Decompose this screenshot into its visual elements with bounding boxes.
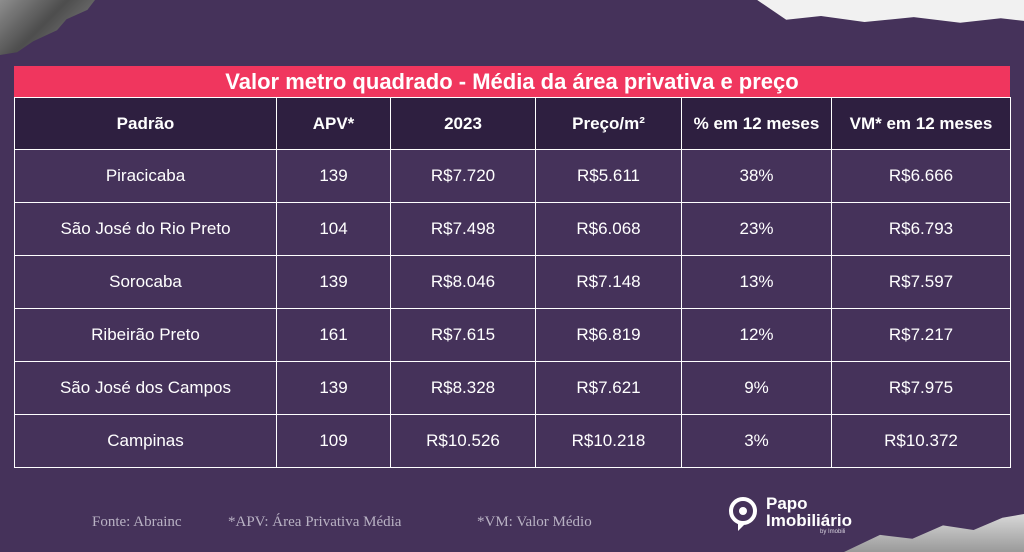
cell-apv: 104 (276, 202, 391, 256)
table-row: Ribeirão Preto 161 R$7.615 R$6.819 12% R… (14, 308, 1011, 362)
cell-2023: R$7.498 (390, 202, 536, 256)
cell-vm-12-meses: R$6.666 (831, 149, 1011, 203)
cell-vm-12-meses: R$6.793 (831, 202, 1011, 256)
torn-paper-decoration-top-left (0, 0, 95, 55)
header-padrao: Padrão (14, 97, 277, 150)
table-row: São José do Rio Preto 104 R$7.498 R$6.06… (14, 202, 1011, 256)
cell-pct-12-meses: 9% (681, 361, 832, 415)
cell-preco-m2: R$6.068 (535, 202, 682, 256)
cell-preco-m2: R$7.621 (535, 361, 682, 415)
table-row: São José dos Campos 139 R$8.328 R$7.621 … (14, 361, 1011, 415)
cell-city: Ribeirão Preto (14, 308, 277, 362)
cell-city: Piracicaba (14, 149, 277, 203)
cell-2023: R$8.046 (390, 255, 536, 309)
cell-pct-12-meses: 12% (681, 308, 832, 362)
header-pct-12-meses: % em 12 meses (681, 97, 832, 150)
cell-apv: 139 (276, 149, 391, 203)
papo-imobiliario-logo: Papo Imobiliário by Imobili (728, 493, 868, 537)
cell-preco-m2: R$6.819 (535, 308, 682, 362)
cell-vm-12-meses: R$7.975 (831, 361, 1011, 415)
cell-preco-m2: R$5.611 (535, 149, 682, 203)
table-header-row: Padrão APV* 2023 Preço/m² % em 12 meses … (14, 97, 1011, 150)
table-row: Campinas 109 R$10.526 R$10.218 3% R$10.3… (14, 414, 1011, 468)
header-vm-12-meses: VM* em 12 meses (831, 97, 1011, 150)
cell-2023: R$8.328 (390, 361, 536, 415)
cell-vm-12-meses: R$7.597 (831, 255, 1011, 309)
header-preco-m2: Preço/m² (535, 97, 682, 150)
torn-paper-decoration-top-right (757, 0, 1024, 23)
cell-vm-12-meses: R$10.372 (831, 414, 1011, 468)
cell-2023: R$7.720 (390, 149, 536, 203)
cell-pct-12-meses: 13% (681, 255, 832, 309)
torn-paper-decoration-bottom-right (844, 514, 1024, 552)
cell-apv: 139 (276, 255, 391, 309)
logo-mark-icon (729, 497, 757, 531)
logo-text-papo: Papo (766, 494, 808, 513)
logo-byline: by Imobili (820, 529, 846, 535)
footer-source: Fonte: Abrainc (92, 514, 182, 530)
cell-preco-m2: R$10.218 (535, 414, 682, 468)
logo-text-imobiliario: Imobiliário (766, 511, 852, 530)
cell-city: Sorocaba (14, 255, 277, 309)
cell-apv: 161 (276, 308, 391, 362)
cell-pct-12-meses: 3% (681, 414, 832, 468)
cell-city: São José dos Campos (14, 361, 277, 415)
header-2023: 2023 (390, 97, 536, 150)
footer-vm-note: *VM: Valor Médio (477, 514, 592, 530)
cell-vm-12-meses: R$7.217 (831, 308, 1011, 362)
cell-2023: R$10.526 (390, 414, 536, 468)
cell-apv: 139 (276, 361, 391, 415)
table-row: Piracicaba 139 R$7.720 R$5.611 38% R$6.6… (14, 149, 1011, 203)
table-row: Sorocaba 139 R$8.046 R$7.148 13% R$7.597 (14, 255, 1011, 309)
footer-apv-note: *APV: Área Privativa Média (228, 514, 402, 530)
cell-city: Campinas (14, 414, 277, 468)
cell-2023: R$7.615 (390, 308, 536, 362)
cell-city: São José do Rio Preto (14, 202, 277, 256)
cell-apv: 109 (276, 414, 391, 468)
price-table: Padrão APV* 2023 Preço/m² % em 12 meses … (14, 97, 1011, 468)
cell-preco-m2: R$7.148 (535, 255, 682, 309)
price-table-container: Valor metro quadrado - Média da área pri… (14, 66, 1011, 468)
cell-pct-12-meses: 23% (681, 202, 832, 256)
cell-pct-12-meses: 38% (681, 149, 832, 203)
header-apv: APV* (276, 97, 391, 150)
table-title: Valor metro quadrado - Média da área pri… (14, 66, 1010, 97)
